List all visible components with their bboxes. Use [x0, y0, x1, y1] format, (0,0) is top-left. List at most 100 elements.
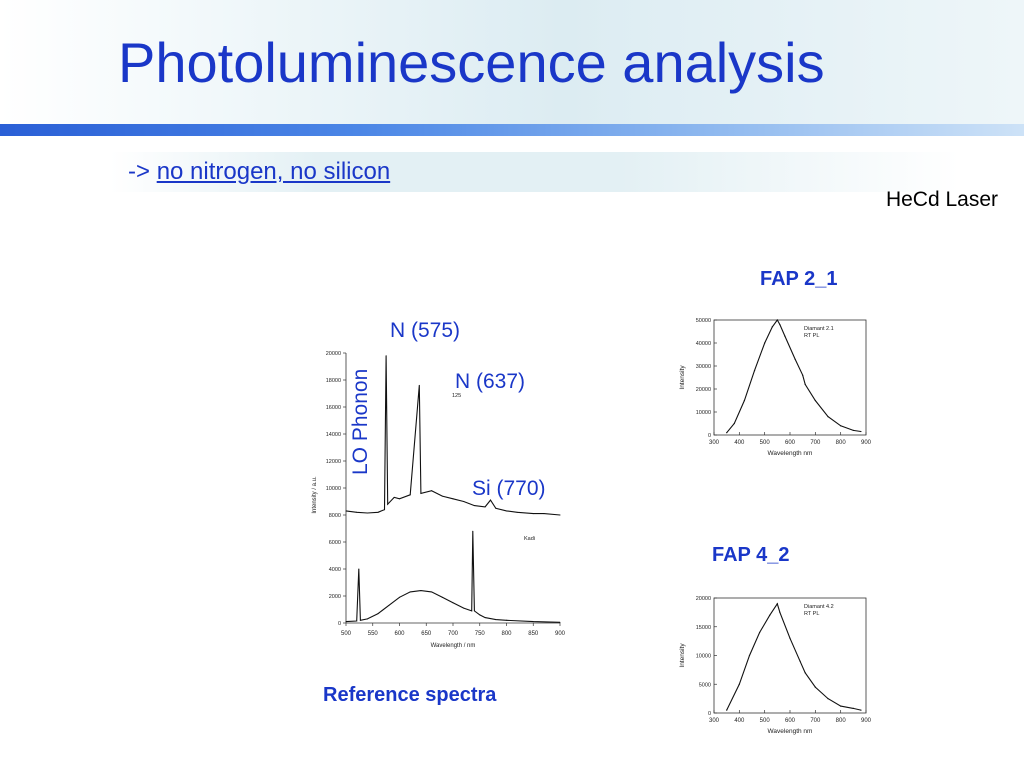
ref-data-point: [384, 509, 386, 511]
fap21-data-point: [764, 342, 766, 344]
ref-data-point: [516, 511, 518, 513]
fap21-data-point: [743, 399, 745, 402]
ref-data-point: [399, 596, 400, 598]
laser-note: HeCd Laser: [885, 188, 998, 211]
ref-data-point: [393, 496, 395, 498]
fap42-data-point: [852, 707, 854, 709]
fap42-chart: 300 400 500 600 700 800 900 20000 15000 10000 5000…: [679, 596, 872, 735]
ref-data-point: [441, 596, 443, 598]
ref-ytick-label: 2000: [329, 594, 341, 600]
fap21-xtick-label: 600: [785, 440, 796, 446]
ref-xlabel: Wavelength / nm: [431, 643, 476, 649]
fap42-xtick-label: 800: [836, 718, 847, 724]
ref-series-line-2: [345, 531, 561, 623]
fap21-ytick-label: 40000: [696, 341, 711, 347]
n575-label: N (575): [390, 319, 461, 342]
fap42-data-point: [804, 672, 806, 674]
fap42-xtick-label: 400: [734, 718, 745, 724]
fap42-data-point: [779, 611, 781, 613]
title-rule: [0, 124, 1024, 136]
fap42-ytick-label: 5000: [699, 682, 711, 688]
fap21-data-point: [779, 324, 781, 326]
ref-xtick-label: 900: [555, 631, 566, 637]
ref-data-point: [377, 613, 379, 615]
fap42-data-point: [799, 660, 801, 662]
ref-xtick-label: 850: [528, 631, 539, 637]
ref-data-point: [484, 617, 486, 619]
ref-data-point: [473, 505, 475, 507]
fap42-data-point: [776, 603, 778, 605]
ref-ylabel: Intensity / a.u.: [312, 476, 318, 514]
fap42-series-line: [726, 602, 862, 711]
ref-data-point: [399, 498, 400, 500]
ref-data-point: [532, 513, 534, 515]
ref-ytick-label: 18000: [326, 378, 341, 384]
ref-data-point: [356, 511, 358, 513]
ref-data-point: [409, 591, 411, 593]
fap42-data-point: [789, 637, 791, 639]
lo-phonon-label: LO Phonon: [349, 368, 372, 475]
fap42-title: FAP 4_2: [712, 544, 790, 566]
fap21-legend-note: RT PL: [804, 333, 819, 339]
ref-data-point: [345, 621, 347, 623]
fap42-data-point: [860, 709, 862, 711]
fap21-data-point: [753, 370, 756, 372]
fap21-xtick-label: 400: [734, 440, 745, 446]
ref-data-point: [463, 607, 465, 609]
fap21-data-point: [852, 429, 854, 431]
ref-xtick-label: 650: [421, 631, 432, 637]
finding-bullet: -> no nitrogen, no silicon: [128, 158, 390, 186]
ref-data-point: [377, 511, 379, 513]
fap42-frame: [713, 597, 867, 714]
ref-xtick-label: 550: [368, 631, 379, 637]
fap21-xtick-label: 700: [810, 440, 821, 446]
ref-data-point: [506, 619, 507, 621]
ref-data-point: [489, 499, 491, 501]
finding-link[interactable]: no nitrogen, no silicon: [156, 158, 391, 185]
ref-data-point: [506, 510, 507, 512]
fap42-ytick-label: 15000: [696, 625, 711, 631]
fap42-legend-name: Diamant 4.2: [804, 604, 834, 610]
fap21-data-point: [771, 326, 773, 328]
fap21-xtick-label: 800: [836, 440, 847, 446]
fap42-data-point: [769, 614, 771, 616]
ref-xtick-label: 750: [475, 631, 486, 637]
ref-data-point: [366, 618, 368, 620]
ref-data-point: [452, 602, 454, 604]
fap21-legend-name: Diamant 2.1: [804, 326, 834, 332]
ref-data-point: [543, 513, 545, 515]
fap21-ytick-label: 20000: [696, 387, 711, 393]
fap42-data-point: [738, 683, 740, 685]
fap21-data-point: [802, 374, 804, 376]
fap42-ytick-label: 20000: [696, 596, 711, 602]
si770-label: Si (770): [472, 477, 546, 500]
ref-data-point: [471, 610, 473, 612]
fap42-data-point: [759, 631, 761, 634]
ref-data-point: [559, 514, 561, 516]
ref-ytick-label: 10000: [326, 486, 341, 492]
fap42-ylabel: Intensity: [679, 643, 686, 668]
ref-data-point: [388, 604, 390, 606]
fap42-data-point: [840, 705, 842, 707]
ref-data-point: [431, 490, 433, 492]
fap21-xlabel: Wavelength nm: [768, 450, 813, 457]
fap42-xlabel: Wavelength nm: [768, 728, 813, 735]
fap21-data-point: [733, 422, 735, 425]
ref-data-point: [472, 530, 474, 532]
ref-ytick-label: 20000: [326, 351, 341, 357]
fap21-xtick-label: 300: [709, 440, 720, 446]
slide-title: Photoluminescence analysis: [118, 31, 825, 94]
fap21-series-line: [726, 318, 861, 434]
fap21-data-point: [794, 358, 796, 360]
arrow-marker: ->: [128, 158, 151, 185]
fap21-title: FAP 2_1: [760, 268, 838, 290]
ref-data-point: [463, 501, 465, 502]
ref-ytick-label: 0: [338, 621, 341, 627]
ref-ytick-label: 4000: [329, 567, 341, 573]
fap42-data-point: [814, 686, 816, 688]
fap21-ytick-label: 30000: [696, 364, 711, 370]
ref-ytick-label: 8000: [329, 513, 341, 519]
n637-label: N (637): [455, 370, 526, 393]
ref-upper-note: 125: [452, 393, 461, 399]
ref-data-point: [441, 495, 443, 497]
